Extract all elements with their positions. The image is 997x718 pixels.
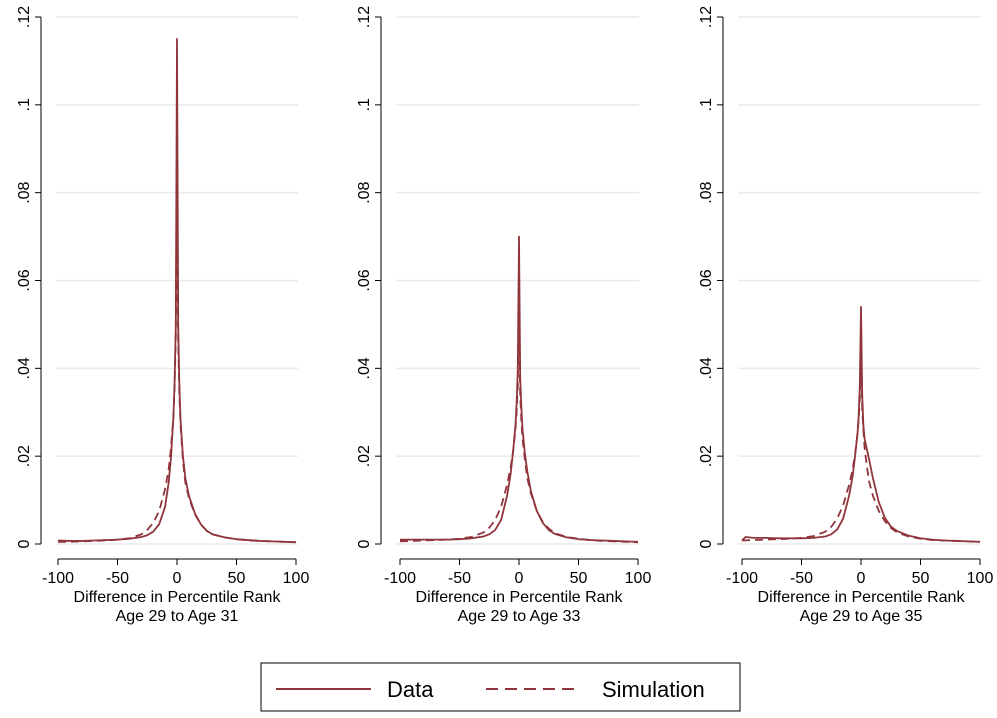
panel-caption: Age 29 to Age 33: [458, 608, 581, 625]
legend: Data Simulation: [260, 662, 741, 712]
y-tick-label: .04: [698, 357, 715, 379]
x-tick-label: 50: [570, 570, 588, 587]
y-tick-label: .12: [16, 6, 33, 28]
x-axis-label: Difference in Percentile Rank: [416, 589, 624, 606]
y-tick-label: .08: [16, 181, 33, 203]
x-tick-label: 0: [515, 570, 524, 587]
y-tick-label: 0: [698, 539, 715, 548]
y-tick-label: .08: [698, 181, 715, 203]
panel-caption: Age 29 to Age 31: [116, 608, 239, 625]
legend-box: [260, 662, 741, 712]
x-tick-label: -50: [448, 570, 471, 587]
x-tick-label: -50: [106, 570, 129, 587]
x-tick-label: -50: [790, 570, 813, 587]
series-line-simulation: [741, 356, 981, 543]
series-line-data: [741, 305, 981, 543]
x-tick-label: 100: [625, 570, 652, 587]
y-tick-label: .04: [16, 357, 33, 379]
legend-label-data: Data: [387, 677, 434, 702]
y-tick-label: .02: [16, 445, 33, 467]
x-tick-label: 50: [912, 570, 930, 587]
panel-caption: Age 29 to Age 35: [800, 608, 923, 625]
series-line-data: [400, 235, 639, 543]
x-tick-label: 0: [173, 570, 182, 587]
y-tick-label: .06: [698, 269, 715, 291]
chart-panel-2: 0 .02 .04 .06 .08 .1 .12 -100 -50 0 50 100Differenc…: [356, 6, 651, 625]
x-tick-label: -100: [384, 570, 416, 587]
x-axis-label: Difference in Percentile Rank: [74, 589, 282, 606]
series-line-simulation: [399, 297, 639, 544]
y-tick-label: .08: [356, 181, 373, 203]
y-tick-label: .12: [356, 6, 373, 28]
x-tick-label: 50: [228, 570, 246, 587]
series-line-data: [57, 38, 297, 544]
y-tick-label: .1: [16, 98, 33, 111]
y-tick-label: .12: [698, 6, 715, 28]
y-tick-label: .04: [356, 357, 373, 379]
x-tick-label: 0: [857, 570, 866, 587]
y-tick-label: .1: [356, 98, 373, 111]
series-line-simulation: [58, 147, 297, 544]
y-tick-label: 0: [356, 539, 373, 548]
y-tick-label: .1: [698, 98, 715, 111]
x-tick-label: -100: [42, 570, 74, 587]
chart-panel-3: 0 .02 .04 .06 .08 .1 .12 -100 -50 0 50 100Differenc…: [698, 6, 993, 625]
x-tick-label: 100: [283, 570, 310, 587]
x-tick-label: -100: [726, 570, 758, 587]
legend-label-simulation: Simulation: [602, 677, 705, 702]
y-tick-label: .02: [698, 445, 715, 467]
y-tick-label: 0: [16, 539, 33, 548]
y-tick-label: .06: [16, 269, 33, 291]
x-axis-label: Difference in Percentile Rank: [758, 589, 966, 606]
x-tick-label: 100: [967, 570, 994, 587]
y-tick-label: .02: [356, 445, 373, 467]
chart-panel-1: 0 .02 .04 .06 .08 .1 .12 -100 -50 0 50 100Differenc…: [16, 6, 309, 625]
y-tick-label: .06: [356, 269, 373, 291]
